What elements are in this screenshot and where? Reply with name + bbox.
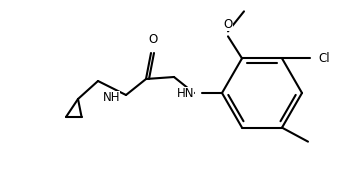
Text: Cl: Cl xyxy=(318,52,329,65)
Text: HN: HN xyxy=(177,86,194,100)
Text: O: O xyxy=(148,33,158,46)
Text: NH: NH xyxy=(103,91,120,103)
Text: O: O xyxy=(223,18,233,31)
